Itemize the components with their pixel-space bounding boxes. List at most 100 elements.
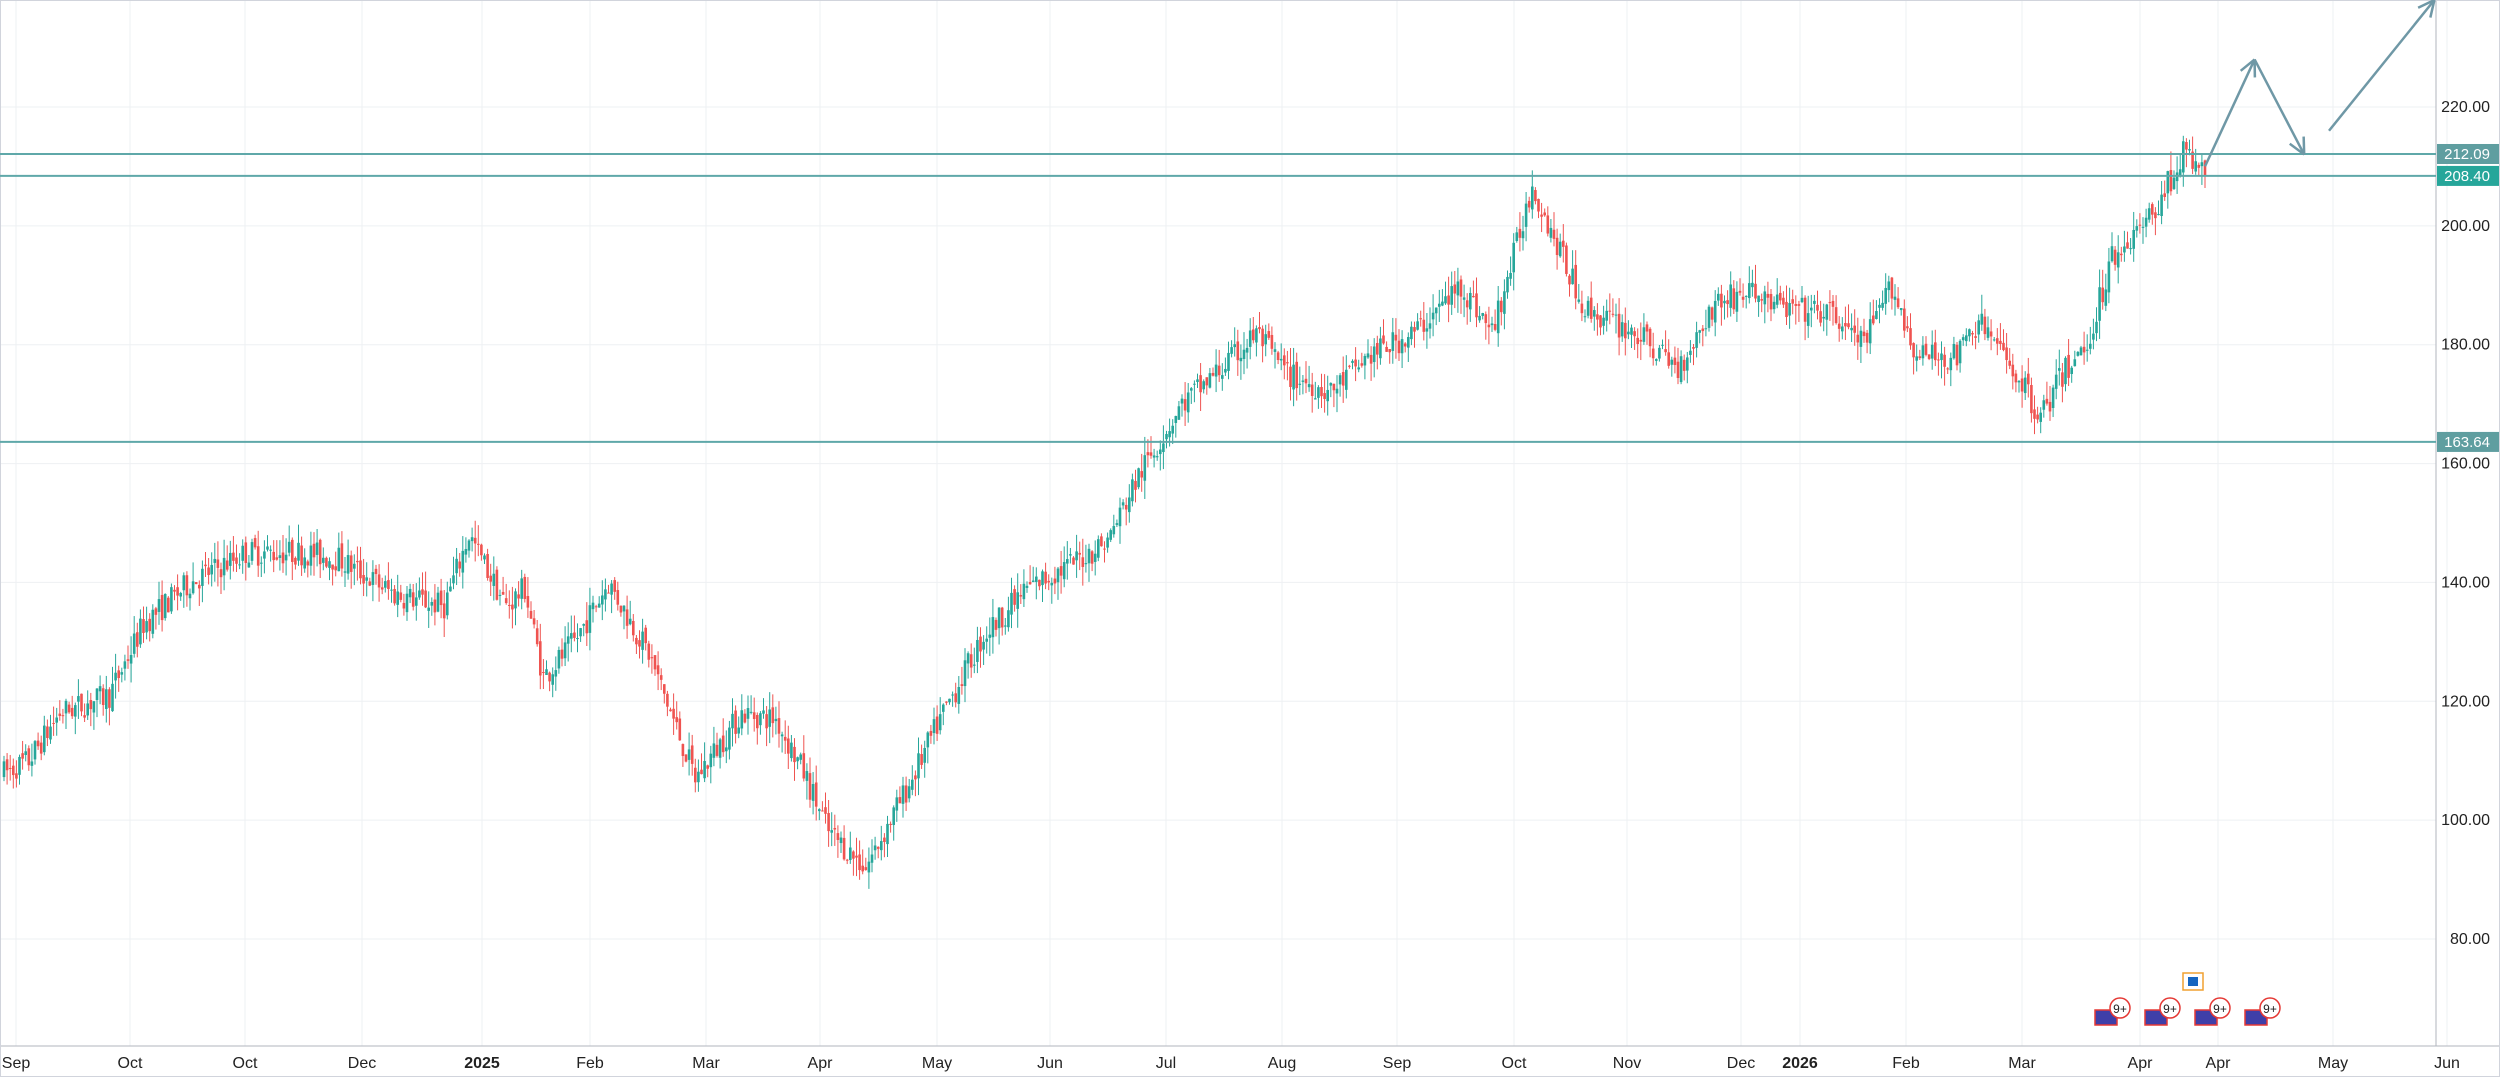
candle-body [982, 642, 985, 650]
candle-body [787, 738, 790, 753]
candle-body [2201, 162, 2204, 166]
candle-body [310, 546, 313, 566]
candle-body [34, 741, 37, 759]
candle-body [1981, 314, 1984, 325]
candle-body [586, 620, 589, 633]
candle-body [654, 655, 657, 669]
candle-body [613, 580, 616, 592]
candle-body [1392, 332, 1395, 351]
candle-body [127, 659, 130, 661]
candle-body [1519, 229, 1522, 238]
candle-body [266, 546, 269, 549]
candle-body [1187, 392, 1190, 412]
candle-body [183, 575, 186, 590]
candle-body [1754, 284, 1757, 299]
candle-body [375, 569, 378, 574]
candle-body [1302, 381, 1305, 382]
candle-body [1038, 580, 1041, 586]
candle-body [1382, 335, 1385, 343]
candle-body [1193, 384, 1196, 385]
candle-body [1450, 286, 1453, 305]
candle-body [576, 638, 579, 639]
candle-body [731, 714, 734, 728]
projection-arrowhead [2304, 137, 2305, 155]
y-tick-label: 220.00 [2441, 99, 2490, 116]
candle-body [530, 611, 533, 619]
candle-body [2126, 242, 2129, 248]
candle-body [1100, 536, 1103, 546]
candle-body [1844, 323, 1847, 326]
candle-body [1661, 345, 1664, 346]
candle-body [96, 689, 99, 700]
candle-body [452, 575, 455, 583]
candle-body [1153, 455, 1156, 457]
candle-body [1953, 344, 1956, 358]
candle-body [2182, 141, 2185, 172]
candle-body [1385, 347, 1388, 352]
candle-body [424, 591, 427, 608]
candle-body [344, 571, 347, 572]
candle-body [1364, 356, 1367, 366]
candle-body [834, 828, 837, 829]
candle-body [356, 561, 359, 562]
candle-body [1816, 305, 1819, 311]
candle-body [1116, 523, 1119, 525]
candle-body [1503, 291, 1506, 314]
candle-body [1785, 302, 1788, 317]
projection-arrow-segment[interactable] [2205, 59, 2255, 166]
candle-body [2012, 365, 2015, 377]
candle-body [927, 732, 930, 747]
projection-arrow-segment[interactable] [2329, 0, 2434, 131]
candle-body [573, 633, 576, 638]
candle-body [1348, 366, 1351, 367]
candle-body [477, 544, 480, 545]
candle-body [902, 785, 905, 803]
candle-body [173, 590, 176, 592]
x-tick-label: Dec [348, 1055, 376, 1072]
candle-body [1888, 281, 1891, 290]
candle-body [12, 766, 15, 775]
candle-body [1060, 566, 1063, 576]
y-tick-label: 180.00 [2441, 337, 2490, 354]
y-tick-label: 120.00 [2441, 693, 2490, 710]
candle-body [2024, 378, 2027, 393]
candle-body [985, 639, 988, 642]
candle-body [176, 587, 179, 595]
candle-body [1807, 313, 1810, 326]
candle-body [1919, 356, 1922, 358]
candle-body [1336, 389, 1339, 394]
candle-body [2160, 195, 2163, 216]
candle-body [1162, 444, 1165, 453]
candle-body [1438, 304, 1441, 307]
candle-body [1835, 307, 1838, 323]
candle-body [1959, 341, 1962, 363]
candle-body [381, 587, 384, 589]
candle-body [812, 784, 815, 801]
candle-body [1658, 348, 1661, 359]
candle-body [1695, 332, 1698, 348]
candle-body [83, 715, 86, 717]
candle-body [1057, 569, 1060, 583]
candle-body [2188, 149, 2191, 150]
candle-body [1993, 339, 1996, 340]
candle-body [1618, 314, 1621, 338]
candle-body [2021, 379, 2024, 392]
candle-body [1928, 354, 1931, 358]
candle-body [486, 554, 489, 578]
candle-body [1190, 388, 1193, 390]
candle-body [989, 635, 992, 638]
candle-body [1940, 354, 1943, 361]
candle-body [1379, 338, 1382, 358]
candle-body [387, 580, 390, 589]
candle-body [1165, 434, 1168, 439]
candle-body [1664, 349, 1667, 352]
candle-body [1903, 309, 1906, 331]
candle-body [781, 734, 784, 736]
candle-body [1912, 343, 1915, 357]
candle-body [1292, 365, 1295, 390]
candle-body [951, 695, 954, 696]
candle-body [2083, 347, 2086, 353]
candle-body [1667, 352, 1670, 366]
